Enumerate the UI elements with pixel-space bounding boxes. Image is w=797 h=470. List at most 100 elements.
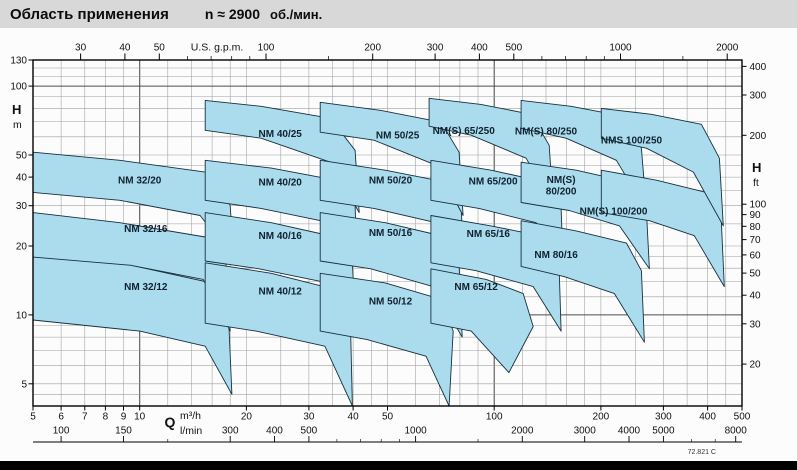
tick-label-m3h: 300 [655,412,672,423]
page-title: Область применения [10,5,169,23]
tick-label-m3h: 500 [734,412,751,423]
tick-label-h-ft: 70 [750,235,762,246]
pump-regions-layer [32,97,725,407]
region-label: NM 50/25 [376,131,420,142]
region-label: NM 50/16 [369,228,413,239]
tick-label-lmin: 5000 [652,426,675,437]
tick-label-h-m: 100 [10,82,27,93]
tick-label-h-m: 130 [10,56,27,67]
region-label: NM 40/12 [259,287,303,298]
tick-label-h-ft: 300 [750,91,767,102]
tick-label-gpm: 500 [505,43,522,54]
region-label: NM 40/16 [259,231,303,242]
tick-label-m3h: 40 [348,412,360,423]
tick-label-m3h: 10 [134,412,146,423]
pump-region-nm-s-100-200 [600,169,725,288]
region-label: NM(S) 65/250 [433,126,496,137]
tick-label-m3h: 5 [30,412,36,423]
right-axis-unit: ft [753,177,759,189]
tick-label-h-ft: 80 [750,222,762,233]
tick-label-h-m: 10 [16,310,28,321]
region-label: NM 32/12 [124,282,168,293]
tick-label-gpm: 100 [258,43,275,54]
pump-region-nm-65-12 [430,268,534,374]
region-label: NM(S) 80/250 [515,127,578,138]
region-labels-layer: NM 32/12 NM 32/16 NM 32/20 NM 40/12 NM 40/16… [118,126,662,308]
region-label: NM 65/16 [467,229,511,240]
tick-label-gpm: 200 [364,43,381,54]
tick-label-m3h: 100 [486,412,503,423]
tick-label-h-ft: 40 [750,291,762,302]
tick-label-gpm: 2000 [716,43,739,54]
tick-label-m3h: 200 [593,412,610,423]
drawing-number: 72.821 C [688,449,716,456]
tick-label-h-m: 30 [16,201,28,212]
tick-label-lmin: 3000 [574,426,597,437]
tick-label-gpm: 300 [427,43,444,54]
tick-label-m3h: 30 [303,412,315,423]
tick-label-lmin: 150 [115,426,132,437]
pump-region-nm-32-16 [32,212,231,332]
region-label: NM 65/12 [454,282,498,293]
region-label: NM 32/20 [118,176,162,187]
region-label: NM 80/16 [534,250,578,261]
tick-label-gpm: 30 [75,43,87,54]
title-bar: Область применения n ≈ 2900 об./мин. [0,0,797,28]
region-label: NM 50/20 [369,176,413,187]
tick-label-lmin: 1000 [404,426,427,437]
tick-label-h-ft: 20 [750,360,762,371]
tick-label-gpm: 400 [471,43,488,54]
tick-label-lmin: 100 [53,426,70,437]
tick-label-m3h: 7 [82,412,88,423]
tick-label-h-ft: 200 [750,131,767,142]
footer-bar [0,461,797,470]
region-label: NM 50/12 [369,297,413,308]
tick-label-m3h: 50 [382,412,394,423]
tick-label-lmin: 2000 [511,426,534,437]
tick-label-h-m: 50 [16,151,28,162]
tick-label-m3h: 20 [241,412,253,423]
speed-value: n ≈ 2900 [204,6,260,22]
tick-label-h-ft: 100 [750,200,767,211]
tick-label-h-m: 40 [16,173,28,184]
speed-units: об./мин. [270,6,323,22]
bottom-axis-unit-lmin: l/min [180,425,202,437]
tick-label-h-ft: 50 [750,269,762,280]
tick-label-gpm: 50 [154,43,166,54]
region-label: NM(S) 100/200 [580,207,648,218]
tick-label-lmin: 400 [266,426,283,437]
pump-region-nms-100-250 [600,107,724,227]
right-axis-letter: H [752,160,761,175]
tick-label-h-ft: 60 [750,250,762,261]
tick-label-m3h: 8 [103,412,109,423]
tick-label-h-ft: 30 [750,319,762,330]
tick-label-lmin: 300 [222,426,239,437]
region-label: NM 65/200 [469,177,518,188]
tick-label-lmin: 8000 [725,426,748,437]
tick-label-h-m: 20 [16,242,28,253]
tick-label-h-ft: 90 [750,210,762,221]
bottom-axis-unit-m3h: m³/h [180,410,201,422]
tick-label-m3h: 9 [121,412,127,423]
tick-label-gpm: 40 [119,43,131,54]
region-label: NM(S) 80/200 [546,175,577,198]
tick-label-m3h: 400 [699,412,716,423]
region-label: NM 32/16 [124,224,168,235]
region-label: NM 40/20 [259,178,303,189]
bottom-axis-letter: Q [165,414,176,430]
pump-region-nm-50-25 [319,101,464,216]
tick-label-gpm: 1000 [609,43,632,54]
tick-label-lmin: 4000 [618,426,641,437]
top-axis-title: U.S. g.p.m. [191,42,244,54]
left-axis-unit: m [13,119,22,131]
region-label: NM 40/25 [259,129,303,140]
tick-label-h-m: 5 [21,379,27,390]
left-axis-letter: H [12,102,21,117]
pump-region-nm-80-16 [520,220,645,343]
region-label: NMS 100/250 [601,136,663,147]
tick-label-lmin: 500 [301,426,318,437]
pump-region-nm-50-16 [319,212,463,338]
